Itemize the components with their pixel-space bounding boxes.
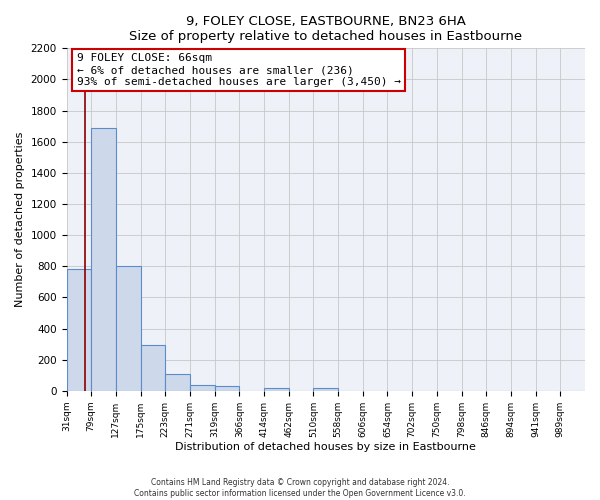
Text: 9 FOLEY CLOSE: 66sqm
← 6% of detached houses are smaller (236)
93% of semi-detac: 9 FOLEY CLOSE: 66sqm ← 6% of detached ho…: [77, 54, 401, 86]
Bar: [91, 128, 116, 391]
Bar: [190, 384, 215, 391]
Bar: [116, 266, 140, 391]
Bar: [67, 270, 91, 391]
Y-axis label: Number of detached properties: Number of detached properties: [15, 132, 25, 308]
Title: 9, FOLEY CLOSE, EASTBOURNE, BN23 6HA
Size of property relative to detached house: 9, FOLEY CLOSE, EASTBOURNE, BN23 6HA Siz…: [129, 15, 523, 43]
X-axis label: Distribution of detached houses by size in Eastbourne: Distribution of detached houses by size …: [175, 442, 476, 452]
Bar: [313, 388, 338, 391]
Bar: [264, 388, 289, 391]
Bar: [140, 345, 165, 391]
Bar: [215, 386, 239, 391]
Text: Contains HM Land Registry data © Crown copyright and database right 2024.
Contai: Contains HM Land Registry data © Crown c…: [134, 478, 466, 498]
Bar: [165, 374, 190, 391]
